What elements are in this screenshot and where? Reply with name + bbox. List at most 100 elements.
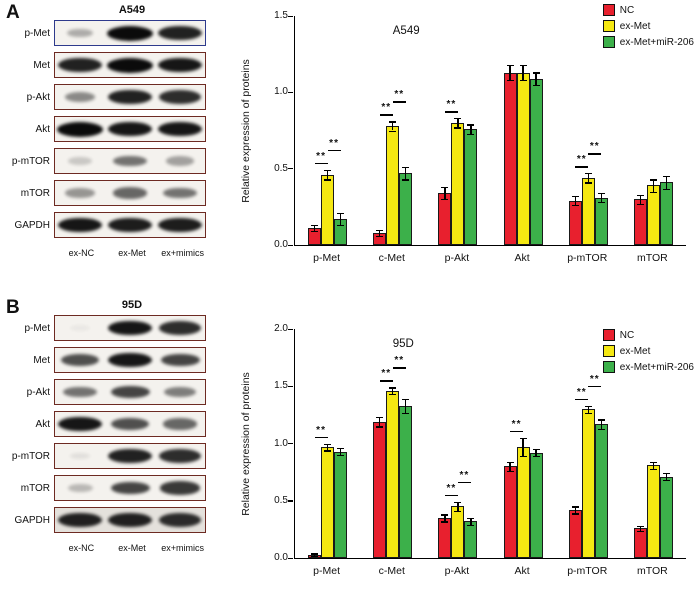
significance-marker: ** [589, 141, 600, 153]
blot-lane [55, 117, 105, 141]
error-bar-cap [467, 524, 475, 526]
significance-line [392, 367, 406, 369]
error-bar-cap [441, 514, 449, 516]
chart-title: A549 [392, 25, 420, 37]
protein-band [110, 481, 150, 495]
bar-ex-Met+miR-206 [464, 128, 478, 245]
error-bar-cap [441, 186, 449, 189]
blot-row: Akt [8, 411, 206, 437]
panel-B: B 95D p-Met Met p-Akt Akt p-mTOR mTOR GAPDH ex… [0, 295, 700, 591]
x-category-label: mTOR [637, 565, 668, 577]
bar-NC [633, 199, 647, 245]
significance-line [575, 398, 589, 400]
error-bar-cap [584, 182, 592, 184]
legend-swatch [602, 36, 615, 48]
error-bar-cap [311, 553, 319, 555]
blot-lane [155, 508, 205, 532]
error-bar [470, 517, 472, 525]
blot-image [54, 212, 206, 238]
error-bar-cap [324, 179, 332, 181]
protein-band [158, 217, 202, 233]
significance-line [588, 153, 602, 155]
legend-label: ex-Met [619, 345, 651, 357]
x-category-label: p-mTOR [567, 252, 608, 264]
bar-ex-Met+miR-206 [659, 476, 673, 558]
significance-marker: ** [316, 151, 326, 163]
protein-band [110, 385, 150, 399]
blot-lane [55, 380, 105, 404]
protein-label: mTOR [20, 187, 50, 199]
blot-row: Met [8, 347, 206, 373]
protein-band [64, 91, 96, 103]
bar-ex-Met+miR-206 [334, 451, 348, 558]
error-bar-cap [636, 530, 644, 532]
y-tick-mark [288, 500, 293, 502]
protein-band [107, 57, 153, 73]
significance-line [314, 163, 328, 165]
protein-band [107, 25, 153, 41]
error-bar-cap [649, 191, 657, 193]
blot-lane [55, 149, 105, 173]
blot-title-B: 95D [121, 299, 143, 311]
blot-lane [105, 380, 155, 404]
legend-item: ex-Met [602, 20, 694, 32]
protein-label: mTOR [20, 482, 50, 494]
bar-ex-Met+miR-206 [529, 452, 543, 558]
protein-label: Akt [35, 418, 50, 430]
error-bar-cap [376, 235, 384, 238]
chart-A: NC ex-Met ex-Met+miR-206 Relative expressi… [238, 0, 698, 296]
error-bar [600, 419, 602, 429]
bar-ex-Met+miR-206 [464, 521, 478, 558]
error-bar-cap [662, 480, 670, 482]
error-bar-cap [532, 449, 540, 451]
plot-area: A549 ** ** ** ** ** ** ** [294, 16, 686, 246]
lane-labels-A: ex-NC ex-Met ex+mimics [56, 248, 208, 258]
protein-label: GAPDH [14, 219, 50, 231]
blot-image [54, 411, 206, 437]
legend-item: NC [602, 329, 694, 341]
lane-label: ex-NC [68, 248, 95, 258]
blot-lane [55, 348, 105, 372]
bar-ex-Met+miR-206 [594, 424, 608, 558]
protein-band [159, 90, 201, 104]
bar-ex-Met [516, 72, 530, 245]
error-bar-cap [506, 470, 514, 473]
protein-band [159, 513, 201, 527]
bar-ex-Met [646, 465, 660, 558]
x-category-label: p-Akt [444, 565, 470, 577]
blot-lane [55, 53, 105, 77]
blot-title-A: A549 [118, 4, 146, 16]
bar-NC [633, 528, 647, 558]
blot-row: p-Met [8, 20, 206, 46]
protein-label: p-mTOR [11, 450, 50, 462]
significance-marker: ** [589, 373, 600, 385]
blot-lane [105, 444, 155, 468]
error-bar-cap [337, 225, 345, 227]
legend-item: ex-Met+miR-206 [602, 36, 694, 48]
error-bar-cap [402, 412, 410, 414]
protein-band [113, 155, 147, 167]
y-axis-label: Relative expression of proteins [238, 16, 254, 246]
legend-swatch [602, 345, 615, 357]
error-bar-cap [649, 468, 657, 470]
blot-image [54, 180, 206, 206]
protein-band [107, 320, 153, 336]
blot-row: GAPDH [8, 212, 206, 238]
protein-band [108, 89, 152, 105]
error-bar [457, 501, 459, 512]
blot-lane [55, 21, 105, 45]
protein-band [61, 353, 99, 367]
bar-ex-Met+miR-206 [399, 173, 413, 245]
protein-band [65, 188, 95, 198]
protein-band [164, 386, 196, 398]
blot-lane [105, 348, 155, 372]
error-bar [326, 170, 329, 180]
x-category-label: p-Met [313, 565, 340, 577]
error-bar [639, 194, 641, 204]
bar-NC [503, 72, 517, 245]
blot-lane [105, 213, 155, 237]
legend-swatch [602, 4, 615, 16]
blot-lane [155, 181, 205, 205]
error-bar [470, 124, 472, 134]
y-tick-label: 1.0 [274, 437, 288, 449]
